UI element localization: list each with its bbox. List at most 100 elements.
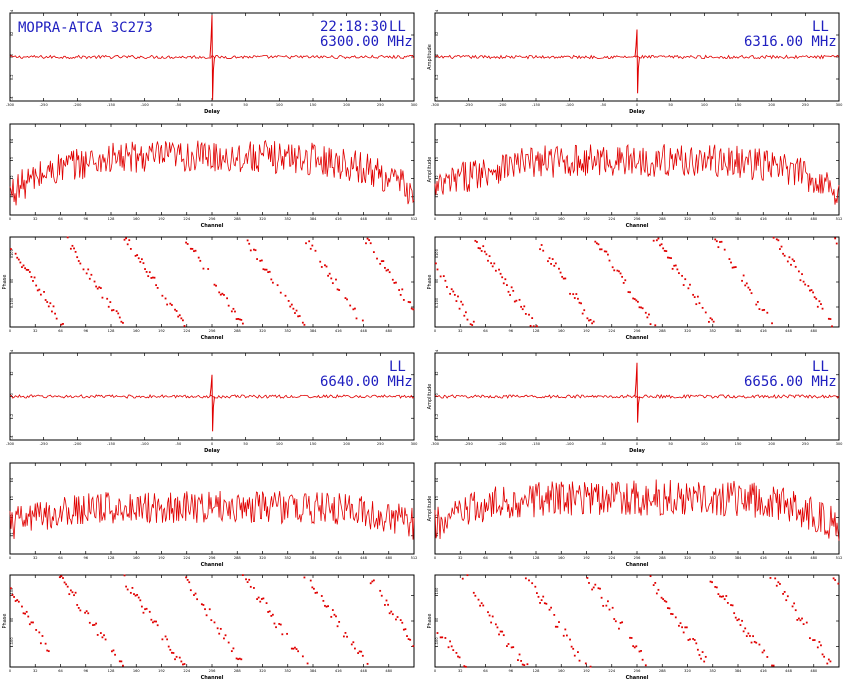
y-tick-label: 0 <box>435 278 439 281</box>
x-tick-label: 250 <box>802 442 810 446</box>
phase-point <box>21 266 23 269</box>
y-tick-label: 4 <box>435 9 439 12</box>
y-tick-label: 2 <box>435 514 439 516</box>
x-tick-label: -300 <box>6 103 15 107</box>
x-tick-label: 320 <box>684 329 692 333</box>
phase-point <box>185 576 187 579</box>
phase-point <box>189 589 192 592</box>
x-tick-label: 448 <box>785 217 793 221</box>
phase-point <box>439 275 442 278</box>
phase-point <box>750 641 753 644</box>
delay-peak <box>209 15 215 100</box>
phase-point <box>128 239 131 242</box>
phase-point <box>521 663 524 666</box>
phase-point <box>820 303 822 305</box>
phase-point <box>73 594 75 597</box>
phase-point <box>270 278 273 281</box>
phase-point <box>85 272 88 275</box>
phase-point <box>537 595 540 598</box>
x-tick-label: 96 <box>83 669 88 673</box>
phase-point <box>189 247 192 250</box>
phase-point <box>654 324 657 327</box>
x-tick-label: 224 <box>608 556 616 560</box>
phase-point <box>827 317 830 320</box>
x-tick-label: 512 <box>411 217 418 221</box>
phase-point <box>226 297 228 300</box>
x-tick-label: 250 <box>802 103 810 107</box>
phase-point <box>245 578 247 581</box>
phase-point <box>79 609 82 612</box>
phase-point <box>314 592 317 594</box>
x-axis-label: Delay <box>629 448 645 454</box>
y-tick-label: 4 <box>10 349 14 352</box>
phase-point <box>122 664 124 667</box>
phase-point <box>786 260 789 263</box>
x-tick-label: 352 <box>284 217 291 221</box>
phase-point <box>717 593 720 595</box>
chart-panel-4: 0 32 64 96 128 160 192 224 256 288 320 352 384 416 448… <box>427 123 842 229</box>
phase-point <box>271 281 274 284</box>
phase-point <box>660 596 663 599</box>
phase-point <box>600 596 603 599</box>
phase-point <box>84 611 86 614</box>
phase-point <box>548 257 551 260</box>
phase-point <box>783 591 786 593</box>
phase-point <box>186 243 189 245</box>
phase-point <box>509 294 511 296</box>
phase-point <box>565 634 568 637</box>
phase-point <box>435 262 437 265</box>
phase-point <box>325 265 328 268</box>
phase-point <box>581 312 584 315</box>
x-tick-label: 200 <box>343 103 351 107</box>
y-tick-label: 0 <box>435 53 439 56</box>
x-tick-label: 480 <box>385 669 393 673</box>
phase-point <box>267 271 270 274</box>
phase-point <box>369 242 372 245</box>
phase-point <box>55 317 58 320</box>
phase-point <box>528 313 530 316</box>
chart-panel-12: 0 32 64 96 128 160 192 224 256 288 320 352 384 416 448… <box>427 574 840 680</box>
phase-point <box>791 258 794 261</box>
x-tick-label: 480 <box>810 329 818 333</box>
phase-point <box>24 612 26 615</box>
phase-point <box>107 305 110 308</box>
x-tick-label: 32 <box>33 329 38 333</box>
phase-point <box>390 610 393 613</box>
phase-point <box>152 276 154 279</box>
phase-point <box>816 305 819 308</box>
plot-frame <box>9 236 415 328</box>
phase-point <box>572 293 575 296</box>
y-tick-label: 1 <box>10 533 14 535</box>
phase-point <box>240 318 243 321</box>
x-tick-label: -200 <box>73 442 82 446</box>
phase-point <box>177 315 180 318</box>
phase-point <box>499 630 502 633</box>
phase-point <box>487 259 489 262</box>
phase-point <box>682 284 685 286</box>
phase-point <box>147 275 150 278</box>
phase-point <box>95 622 98 625</box>
phase-point <box>477 247 480 249</box>
phase-point <box>376 257 378 260</box>
phase-point <box>689 283 691 286</box>
x-tick-label: -50 <box>600 103 607 107</box>
phase-point <box>668 256 671 259</box>
x-tick-label: 256 <box>209 217 217 221</box>
phase-point <box>540 599 543 602</box>
y-tick-label: 4 <box>435 138 439 141</box>
phase-point <box>253 587 255 589</box>
phase-point <box>805 621 808 624</box>
x-tick-label: 448 <box>360 556 368 560</box>
phase-point <box>279 291 282 294</box>
phase-point <box>498 633 500 636</box>
phase-point <box>622 282 625 284</box>
phase-point <box>259 600 262 603</box>
phase-point <box>279 623 282 626</box>
phase-point <box>237 318 240 320</box>
phase-point <box>554 625 557 628</box>
x-tick-label: -100 <box>566 442 575 446</box>
x-tick-label: 0 <box>9 217 12 221</box>
x-tick-label: 416 <box>760 329 768 333</box>
chart-panel-10: 0 32 64 96 128 160 192 224 256 288 320 352 384 416 448… <box>427 462 842 568</box>
phase-point <box>588 319 590 322</box>
